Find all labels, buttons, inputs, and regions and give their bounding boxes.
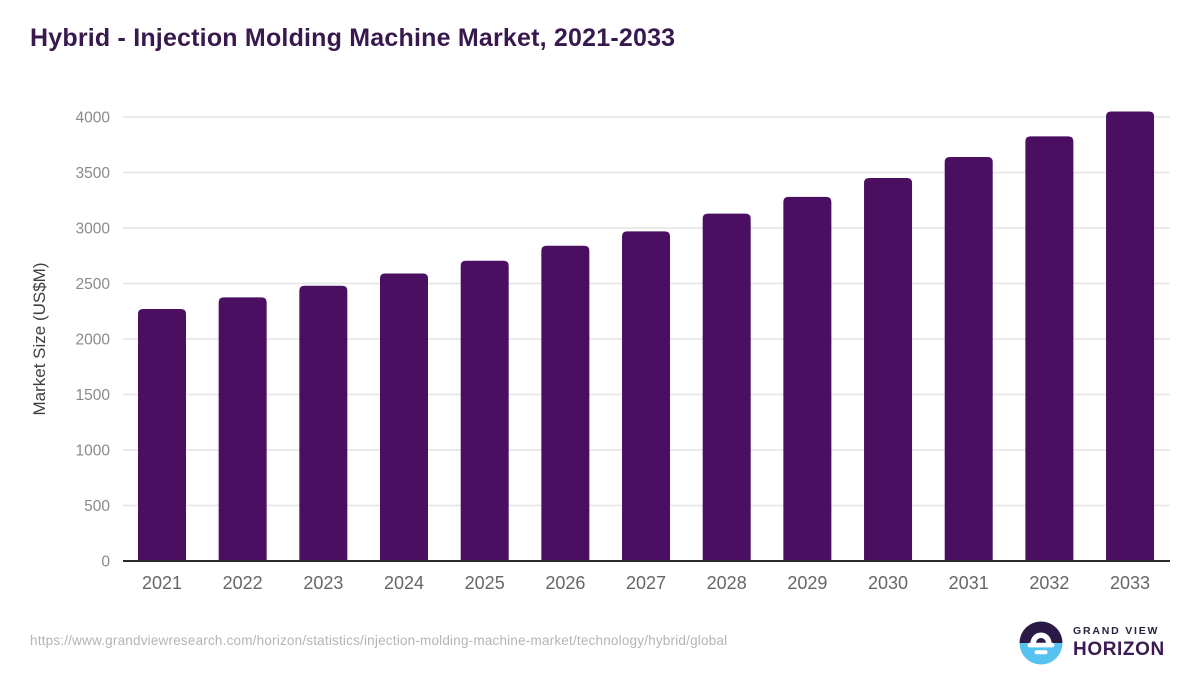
y-axis-title: Market Size (US$M) xyxy=(30,262,49,415)
chart-title: Hybrid - Injection Molding Machine Marke… xyxy=(30,24,676,52)
y-tick-label-3500: 3500 xyxy=(76,165,111,182)
bar-2022 xyxy=(218,297,267,561)
x-tick-label-2021: 2021 xyxy=(142,573,182,593)
y-tick-label-1500: 1500 xyxy=(76,387,111,404)
x-tick-label-2030: 2030 xyxy=(868,573,908,593)
y-tick-label-500: 500 xyxy=(84,498,110,515)
bar-2031 xyxy=(944,156,993,561)
bar-2033 xyxy=(1106,111,1155,561)
bar-2032 xyxy=(1025,136,1074,562)
x-tick-label-2029: 2029 xyxy=(787,573,827,593)
bar-2026 xyxy=(541,245,590,561)
y-tick-label-2000: 2000 xyxy=(76,332,111,349)
y-tick-label-2500: 2500 xyxy=(76,276,111,293)
x-tick-label-2032: 2032 xyxy=(1029,573,1069,593)
bar-2025 xyxy=(460,260,509,561)
horizon-sun-logo-icon xyxy=(1019,621,1063,664)
x-tick-label-2031: 2031 xyxy=(949,573,989,593)
y-tick-label-0: 0 xyxy=(101,554,110,571)
y-tick-label-1000: 1000 xyxy=(76,443,111,460)
x-tick-label-2028: 2028 xyxy=(707,573,747,593)
x-tick-label-2025: 2025 xyxy=(465,573,505,593)
y-tick-label-3000: 3000 xyxy=(76,221,111,238)
x-tick-label-2024: 2024 xyxy=(384,573,424,593)
bar-2030 xyxy=(864,178,913,562)
bar-2024 xyxy=(380,273,429,561)
bar-2021 xyxy=(138,309,186,561)
x-tick-label-2033: 2033 xyxy=(1110,573,1150,593)
source-url: https://www.grandviewresearch.com/horizo… xyxy=(30,633,728,648)
brand-grand-view: GRAND VIEW xyxy=(1073,624,1160,637)
bar-2028 xyxy=(702,213,751,561)
gvr-horizon-logo: GRAND VIEW HORIZON xyxy=(1019,620,1165,665)
bar-2023 xyxy=(299,285,348,561)
bar-2027 xyxy=(622,231,671,561)
bar-2029 xyxy=(783,196,832,562)
x-tick-label-2026: 2026 xyxy=(545,573,585,593)
x-tick-label-2027: 2027 xyxy=(626,573,666,593)
x-tick-label-2022: 2022 xyxy=(223,573,263,593)
brand-horizon: HORIZON xyxy=(1073,639,1165,661)
y-tick-label-4000: 4000 xyxy=(76,110,111,127)
logo-text: GRAND VIEW HORIZON xyxy=(1073,626,1165,660)
x-tick-label-2023: 2023 xyxy=(303,573,343,593)
